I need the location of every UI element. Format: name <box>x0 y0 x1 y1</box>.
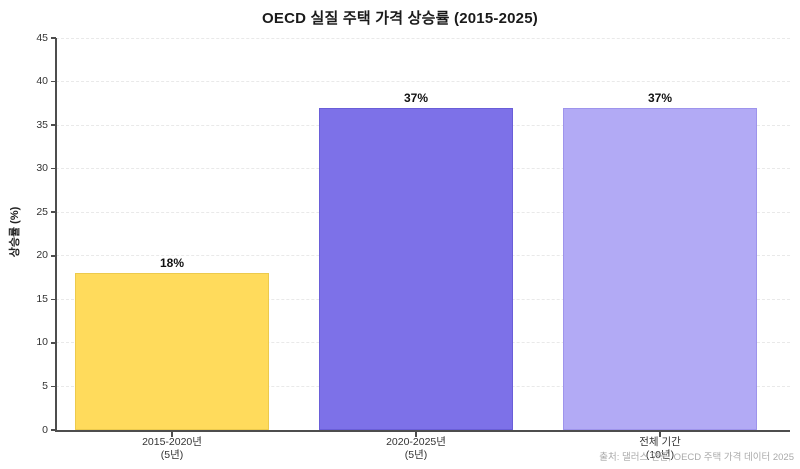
y-tick-mark <box>51 80 56 83</box>
source-note: 출처: 댈러스 연준, OECD 주택 가격 데이터 2025 <box>599 452 794 463</box>
chart-title: OECD 실질 주택 가격 상승률 (2015-2025) <box>262 10 538 27</box>
y-tick-label: 30 <box>36 162 48 175</box>
x-tick-mark <box>171 432 173 437</box>
y-tick-mark <box>51 298 56 301</box>
bar-2 <box>319 107 513 430</box>
y-tick-label: 10 <box>36 336 48 349</box>
bar-value-label: 37% <box>647 90 673 105</box>
x-tick-mark <box>415 432 417 437</box>
y-axis-line <box>55 38 57 432</box>
y-tick-mark <box>51 124 56 126</box>
y-tick-label: 45 <box>36 31 48 44</box>
y-tick-mark <box>51 342 56 344</box>
gridline <box>56 37 790 39</box>
x-axis-line <box>56 430 790 432</box>
y-tick-label: 25 <box>36 205 48 218</box>
bar-1 <box>75 273 269 430</box>
x-category-label: 2020-2025년 (5년) <box>386 436 446 461</box>
bar-value-label: 37% <box>403 90 429 105</box>
y-tick-mark <box>51 167 56 170</box>
y-tick-label: 35 <box>36 118 48 131</box>
y-tick-mark <box>51 255 56 257</box>
y-tick-mark <box>51 385 56 388</box>
y-tick-label: 20 <box>36 249 48 262</box>
y-tick-mark <box>51 429 56 431</box>
y-tick-label: 40 <box>36 75 48 88</box>
x-tick-mark <box>659 432 661 437</box>
y-tick-label: 0 <box>42 423 48 436</box>
bar-value-label: 18% <box>159 256 185 271</box>
y-tick-mark <box>51 211 56 213</box>
x-category-label: 2015-2020년 (5년) <box>142 436 202 461</box>
gridline <box>56 81 790 83</box>
x-category-label: 전체 기간 (10년) <box>639 436 681 461</box>
bar-3 <box>563 107 757 430</box>
y-tick-label: 5 <box>42 379 48 392</box>
y-tick-label: 15 <box>36 292 48 305</box>
y-tick-mark <box>51 37 56 39</box>
